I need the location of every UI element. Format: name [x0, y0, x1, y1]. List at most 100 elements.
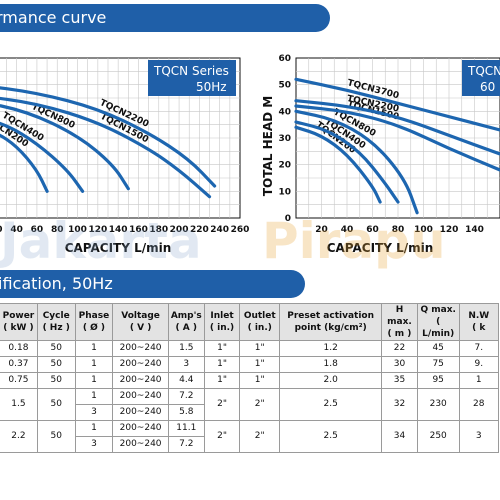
x-tick-label: 180	[149, 225, 168, 235]
column-header-unit: ( A )	[175, 323, 198, 333]
table-row: 0.37 50 1 200~240 3 1" 1" 1.8 30 75 9.	[0, 356, 500, 373]
cell-amps: 7.2	[167, 436, 205, 453]
column-header: Preset activation point (kg/cm²)	[279, 303, 383, 341]
cell-power: 0.37	[0, 356, 38, 373]
cell-net-weight: 3	[458, 420, 500, 453]
column-header-unit: ( Hz )	[42, 323, 70, 333]
series-curve-tqcn1500	[0, 96, 212, 199]
cell-preset-activation: 1.2	[279, 340, 383, 357]
section-banner-specification: ification, 50Hz	[0, 270, 305, 298]
x-tick-label: 20	[0, 225, 3, 235]
column-header-unit: ( in.)	[247, 323, 272, 333]
x-tick-label: 100	[414, 225, 433, 235]
cell-voltage: 200~240	[112, 388, 169, 405]
cell-power: 2.2	[0, 420, 38, 453]
x-tick-label: 160	[129, 225, 148, 235]
cell-h-max: 34	[381, 420, 418, 453]
cell-voltage: 200~240	[112, 420, 169, 437]
column-header-unit: ( Ø )	[82, 323, 106, 333]
cell-phase: 1	[74, 356, 114, 373]
section-title-specification: ification, 50Hz	[0, 274, 113, 293]
cell-h-max: 30	[381, 356, 418, 373]
cell-power: 0.18	[0, 340, 38, 357]
column-header-title: N.W	[468, 311, 490, 321]
cell-voltage: 200~240	[112, 356, 169, 373]
series-curve-tqcn800	[294, 109, 419, 215]
cell-q-max: 230	[416, 388, 460, 421]
cell-h-max: 35	[381, 372, 418, 389]
cell-power: 1.5	[0, 388, 38, 421]
table-row: 0.75 50 1 200~240 4.4 1" 1" 2.0 35 95 1	[0, 372, 500, 389]
x-tick-label: 120	[88, 225, 107, 235]
series-curve-tqcn800	[0, 104, 130, 191]
column-header: N.W ( k	[458, 303, 500, 341]
x-tick-label: 200	[170, 225, 189, 235]
cell-voltage: 200~240	[112, 436, 169, 453]
column-header-title: Cycle	[42, 311, 70, 321]
cell-h-max: 22	[381, 340, 418, 357]
section-title-performance: rmance curve	[0, 8, 107, 27]
cell-phase: 1	[74, 372, 114, 389]
cell-preset-activation: 2.0	[279, 372, 383, 389]
legend-box	[462, 60, 500, 96]
series-curve-tqcn1500	[294, 104, 500, 172]
column-header-unit: ( in.)	[209, 323, 235, 333]
column-header: H max. ( m )	[381, 303, 418, 341]
y-tick-label: 60	[278, 54, 291, 64]
column-header: Amp's ( A )	[167, 303, 205, 341]
legend-box	[148, 60, 236, 96]
watermark-text-pirapu: Pirapu	[262, 212, 446, 270]
legend-frequency: 50Hz	[196, 80, 227, 94]
cell-net-weight: 28	[458, 388, 500, 421]
column-header-unit: point (kg/cm²)	[294, 323, 367, 333]
cell-outlet: 1"	[239, 356, 281, 373]
cell-voltage: 200~240	[112, 340, 169, 357]
cell-amps: 1.5	[167, 340, 205, 357]
y-tick-label: 50	[278, 81, 291, 91]
x-tick-label: 140	[109, 225, 128, 235]
cell-net-weight: 7.	[458, 340, 500, 357]
cell-q-max: 95	[416, 372, 460, 389]
cell-h-max: 32	[381, 388, 418, 421]
x-tick-label: 80	[392, 225, 405, 235]
legend-frequency: 60	[480, 80, 495, 94]
table-row: 1.5 50 1 200~240 7.2 2" 2" 2.5 32 230 28	[0, 388, 500, 421]
x-tick-label: 80	[51, 225, 64, 235]
x-axis-title: CAPACITY L/min	[65, 241, 172, 255]
series-curve-tqcn400	[0, 121, 85, 193]
cell-phase: 3	[74, 436, 114, 453]
cell-power: 0.75	[0, 372, 38, 389]
cell-voltage: 200~240	[112, 372, 169, 389]
table-row: 3 200~240 7.2	[0, 436, 499, 453]
column-header: Inlet ( in.)	[203, 303, 241, 341]
cell-cycle: 50	[36, 372, 76, 389]
cell-voltage: 200~240	[112, 404, 169, 421]
cell-phase: 1	[74, 420, 114, 437]
x-tick-label: 140	[465, 225, 484, 235]
cell-amps: 4.4	[167, 372, 205, 389]
x-tick-label: 260	[231, 225, 250, 235]
cell-cycle: 50	[36, 420, 76, 453]
x-tick-label: 40	[341, 225, 354, 235]
cell-cycle: 50	[36, 340, 76, 357]
column-header-title: Outlet	[243, 311, 276, 321]
x-tick-label: 240	[210, 225, 229, 235]
x-tick-label: 40	[10, 225, 23, 235]
legend-series-name: TQCN Series	[153, 64, 229, 78]
x-tick-label: 220	[190, 225, 209, 235]
cell-amps: 11.1	[167, 420, 205, 437]
column-header: Phase ( Ø )	[74, 303, 114, 341]
cell-q-max: 250	[416, 420, 460, 453]
series-curve-tqcn3700	[294, 77, 500, 132]
cell-amps: 3	[167, 356, 205, 373]
cell-phase: 1	[74, 340, 114, 357]
cell-preset-activation: 1.8	[279, 356, 383, 373]
y-tick-label: 20	[278, 161, 291, 171]
cell-outlet: 2"	[239, 420, 281, 453]
y-tick-label: 0	[285, 214, 291, 224]
legend-series-name: TQCN	[467, 64, 500, 78]
cell-outlet: 2"	[239, 388, 281, 421]
cell-inlet: 1"	[203, 356, 241, 373]
column-header-title: Q max.	[420, 305, 456, 315]
